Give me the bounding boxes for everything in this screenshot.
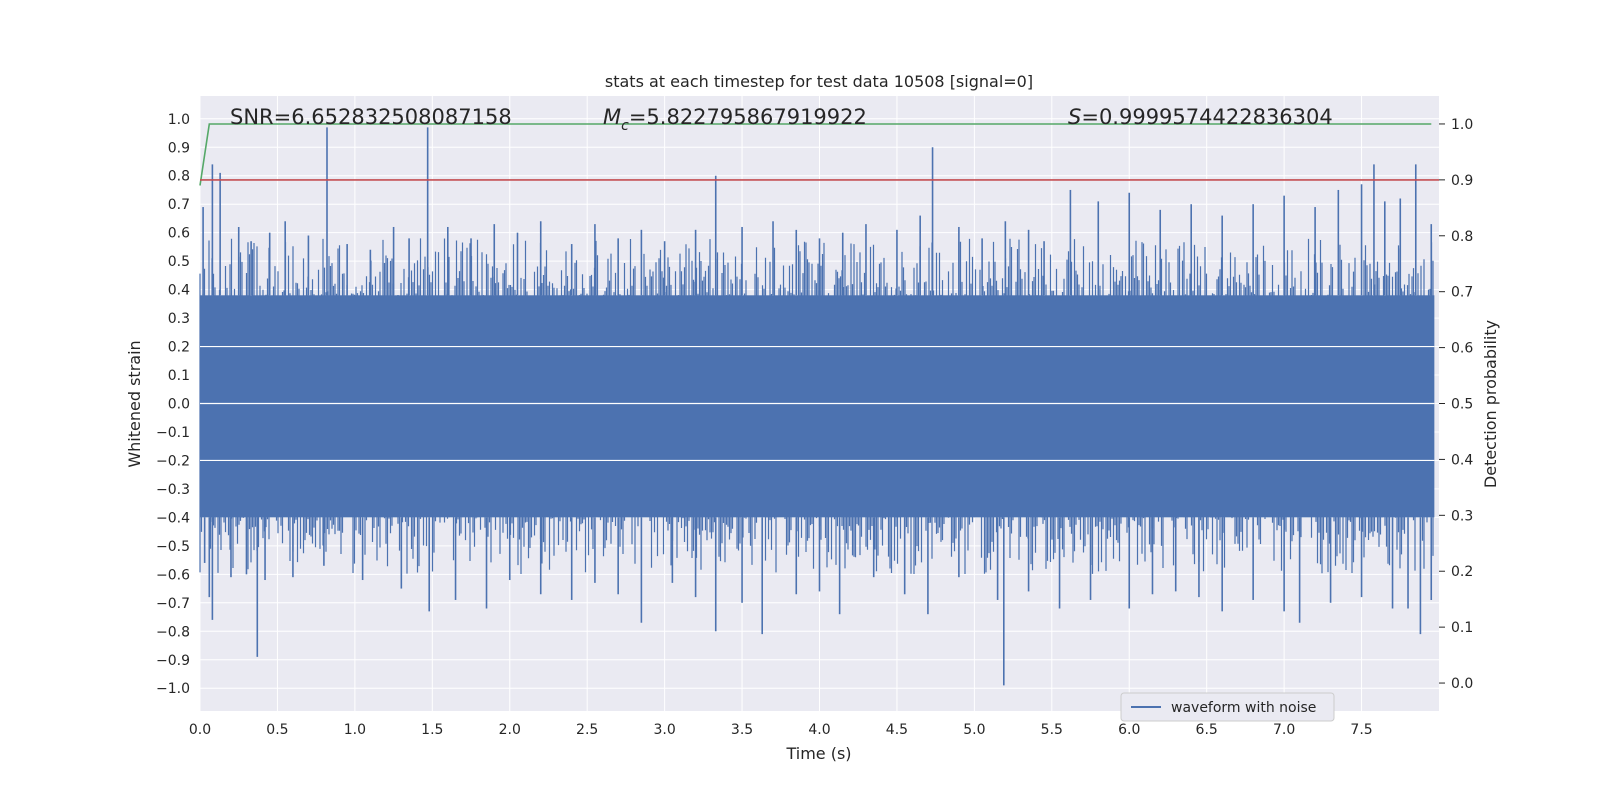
y-tick-label: 0.2: [168, 340, 190, 356]
x-tick-label: 5.5: [1041, 722, 1063, 738]
chirp-mass-annotation: Mc=5.822795867919922: [603, 105, 867, 134]
y2-tick-label: 0.6: [1451, 341, 1473, 357]
x-axis-ticks: 0.0 0.5 1.0 1.5 2.0 2.5 3.0 3.5 4.0 4.5 5.0 5.5 6.0 6…: [189, 722, 1373, 738]
x-tick-label: 1.5: [421, 722, 443, 738]
x-tick-label: 0.0: [189, 722, 211, 738]
x-tick-label: 4.5: [886, 722, 908, 738]
y2-tick-label: 0.2: [1451, 564, 1473, 580]
waveform-series: [199, 127, 1435, 686]
y-tick-label: −0.7: [156, 596, 190, 612]
y-tick-label: 1.0: [168, 112, 190, 128]
y-tick-label: −0.8: [156, 624, 190, 640]
x-tick-label: 0.5: [266, 722, 288, 738]
y-tick-label: 0.0: [168, 397, 190, 413]
y-tick-label: −0.2: [156, 453, 190, 469]
x-tick-label: 6.5: [1196, 722, 1218, 738]
y2-tick-label: 0.1: [1451, 620, 1473, 636]
chirp-mass-symbol: M: [603, 105, 621, 129]
y-axis-left-ticks: −1.0 −0.9 −0.8 −0.7 −0.6 −0.5 −0.4 −0.3 −0.2 −0.1…: [156, 112, 190, 697]
x-tick-label: 1.0: [344, 722, 366, 738]
y2-tick-label: 0.7: [1451, 285, 1473, 301]
y-tick-label: −0.6: [156, 567, 190, 583]
detection-probability-line: [199, 123, 1432, 186]
waveform-noise: [199, 238, 1434, 574]
s-symbol: S: [1068, 105, 1081, 129]
y-tick-label: −1.0: [156, 681, 190, 697]
y-tick-label: 0.8: [168, 169, 190, 185]
y2-tick-label: 0.0: [1451, 676, 1473, 692]
chirp-mass-subscript: c: [621, 118, 629, 134]
y-tick-label: −0.3: [156, 482, 190, 498]
x-tick-label: 3.5: [731, 722, 753, 738]
y-tick-label: 0.1: [168, 368, 190, 384]
x-tick-label: 2.0: [499, 722, 521, 738]
y2-tick-label: 0.3: [1451, 508, 1473, 524]
y-tick-label: 0.9: [168, 140, 190, 156]
x-tick-label: 4.0: [808, 722, 830, 738]
chirp-mass-value: =5.822795867919922: [629, 105, 867, 129]
x-tick-label: 3.0: [653, 722, 675, 738]
chart-title: stats at each timestep for test data 105…: [605, 72, 1033, 91]
x-tick-label: 2.5: [576, 722, 598, 738]
y-axis-label: Whitened strain: [125, 340, 144, 467]
x-axis-label: Time (s): [785, 744, 851, 763]
y-tick-label: 0.3: [168, 311, 190, 327]
y2-tick-label: 0.4: [1451, 452, 1473, 468]
legend: waveform with noise: [1120, 692, 1335, 722]
y-tick-label: −0.9: [156, 653, 190, 669]
y2-tick-label: 0.5: [1451, 397, 1473, 413]
snr-annotation: SNR=6.652832508087158: [230, 105, 512, 129]
s-value: =0.9999574422836304: [1081, 105, 1332, 129]
probability-series: [199, 123, 1439, 186]
y2-tick-label: 1.0: [1451, 117, 1473, 133]
x-tick-label: 7.0: [1273, 722, 1295, 738]
y-tick-label: −0.5: [156, 539, 190, 555]
y2-tick-label: 0.9: [1451, 173, 1473, 189]
x-tick-label: 6.0: [1118, 722, 1140, 738]
y-tick-label: −0.4: [156, 510, 190, 526]
x-tick-label: 7.5: [1350, 722, 1372, 738]
legend-box: [1120, 692, 1335, 722]
y2-axis-label: Detection probability: [1481, 320, 1500, 488]
y-tick-label: 0.4: [168, 283, 190, 299]
x-tick-label: 5.0: [963, 722, 985, 738]
waveform-dense-band: [200, 295, 1435, 518]
y-tick-label: −0.1: [156, 425, 190, 441]
legend-entry: waveform with noise: [1171, 700, 1316, 716]
y-tick-label: 0.7: [168, 197, 190, 213]
y-tick-label: 0.6: [168, 226, 190, 242]
y-axis-right-ticks: 0.0 0.1 0.2 0.3 0.4 0.5 0.6 0.7 0.8 0.9 1.0: [1439, 117, 1473, 692]
s-annotation: S=0.9999574422836304: [1068, 105, 1333, 129]
y2-tick-label: 0.8: [1451, 229, 1473, 245]
y-tick-label: 0.5: [168, 254, 190, 270]
